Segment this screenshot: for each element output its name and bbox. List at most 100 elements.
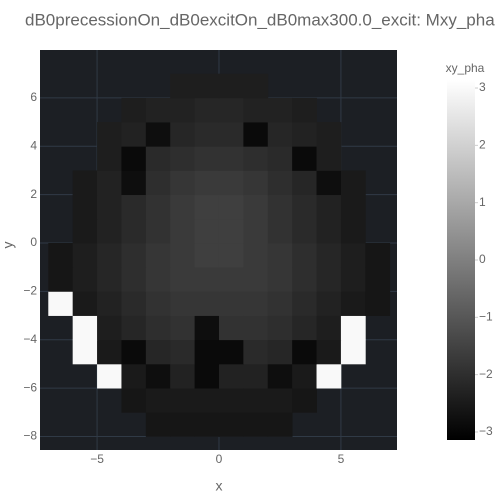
heatmap-cell: [97, 218, 122, 244]
heatmap-cell: [194, 412, 220, 437]
heatmap-cell: [121, 97, 147, 123]
heatmap-cell: [218, 242, 244, 268]
colorbar-tick-label: −1: [479, 309, 493, 323]
heatmap-cell: [72, 315, 98, 341]
heatmap-cell: [145, 122, 171, 147]
x-axis-label: x: [216, 478, 223, 494]
heatmap-cell: [97, 339, 122, 365]
heatmap-cell: [170, 242, 196, 268]
heatmap-cell: [48, 291, 74, 316]
heatmap-cell: [267, 315, 293, 341]
x-tick-label: 5: [338, 452, 345, 466]
heatmap-cell: [72, 170, 98, 196]
heatmap-cell: [316, 363, 342, 389]
heatmap-cell: [218, 170, 244, 196]
heatmap-cell: [218, 218, 244, 244]
y-tick-label: −8: [23, 429, 37, 443]
heatmap-cell: [316, 315, 342, 341]
heatmap-cell: [194, 363, 220, 389]
heatmap-cell: [267, 146, 293, 171]
heatmap-cell: [170, 339, 196, 365]
heatmap-cell: [316, 242, 342, 268]
heatmap-cell: [292, 146, 317, 171]
heatmap-cell: [218, 73, 244, 99]
heatmap-cell: [97, 291, 122, 316]
heatmap-cell: [145, 218, 171, 244]
heatmap-cell: [97, 194, 122, 220]
colorbar: [447, 80, 475, 440]
heatmap-cell: [316, 218, 342, 244]
heatmap-cell: [243, 218, 269, 244]
heatmap-cell: [194, 170, 220, 196]
heatmap-cell: [121, 363, 147, 389]
heatmap-cell: [292, 122, 317, 147]
colorbar-tick-label: 1: [479, 195, 486, 209]
heatmap-cell: [145, 412, 171, 437]
heatmap-cell: [218, 388, 244, 413]
heatmap-cell: [243, 267, 269, 292]
heatmap-cell: [218, 97, 244, 123]
heatmap-cell: [218, 315, 244, 341]
colorbar-tick-label: −2: [479, 367, 493, 381]
heatmap-cell: [292, 291, 317, 316]
y-tick-label: 2: [30, 187, 37, 201]
heatmap-cell: [48, 242, 74, 268]
heatmap-cell: [194, 122, 220, 147]
heatmap-cell: [316, 339, 342, 365]
heatmap-cell: [194, 194, 220, 220]
heatmap-cell: [145, 170, 171, 196]
heatmap-cell: [340, 194, 366, 220]
heatmap-cell: [121, 170, 147, 196]
heatmap-cell: [145, 315, 171, 341]
heatmap-cell: [170, 315, 196, 341]
heatmap-cell: [340, 315, 366, 341]
heatmap-cell: [170, 97, 196, 123]
colorbar-tick-label: 2: [479, 138, 486, 152]
heatmap-cell: [218, 194, 244, 220]
heatmap-cell: [72, 242, 98, 268]
heatmap-cell: [194, 242, 220, 268]
heatmap-cell: [243, 339, 269, 365]
heatmap-cell: [170, 170, 196, 196]
heatmap-cell: [145, 363, 171, 389]
colorbar-title: xy_pha: [446, 61, 485, 75]
heatmap-cell: [121, 388, 147, 413]
heatmap-cell: [267, 170, 293, 196]
heatmap-cell: [340, 218, 366, 244]
heatmap-cell: [292, 97, 317, 123]
heatmap-cell: [97, 242, 122, 268]
heatmap-cell: [218, 363, 244, 389]
heatmap-cell: [170, 73, 196, 99]
heatmap-cell: [267, 122, 293, 147]
heatmap-cell: [243, 363, 269, 389]
heatmap-cell: [97, 170, 122, 196]
heatmap-cell: [194, 218, 220, 244]
heatmap-cell: [243, 97, 269, 123]
heatmap-cell: [267, 388, 293, 413]
heatmap-cell: [48, 267, 74, 292]
heatmap-cell: [316, 122, 342, 147]
y-axis-label: y: [0, 242, 16, 249]
heatmap-cell: [292, 218, 317, 244]
heatmap-cell: [365, 267, 391, 292]
x-tick-label: 0: [216, 452, 223, 466]
heatmap-cell: [243, 412, 269, 437]
colorbar-tick-label: −3: [479, 424, 493, 438]
y-tick-label: 6: [30, 90, 37, 104]
heatmap-cell: [218, 291, 244, 316]
heatmap-cell: [340, 291, 366, 316]
heatmap-cell: [121, 315, 147, 341]
heatmap-cell: [243, 315, 269, 341]
heatmap-cell: [365, 242, 391, 268]
heatmap-cell: [243, 242, 269, 268]
heatmap-cell: [340, 339, 366, 365]
heatmap-cell: [267, 291, 293, 316]
heatmap-cell: [121, 267, 147, 292]
y-tick-label: 4: [30, 138, 37, 152]
heatmap-cell: [170, 291, 196, 316]
heatmap-cell: [145, 339, 171, 365]
heatmap-cell: [243, 291, 269, 316]
heatmap-cell: [145, 146, 171, 171]
heatmap-cell: [170, 146, 196, 171]
